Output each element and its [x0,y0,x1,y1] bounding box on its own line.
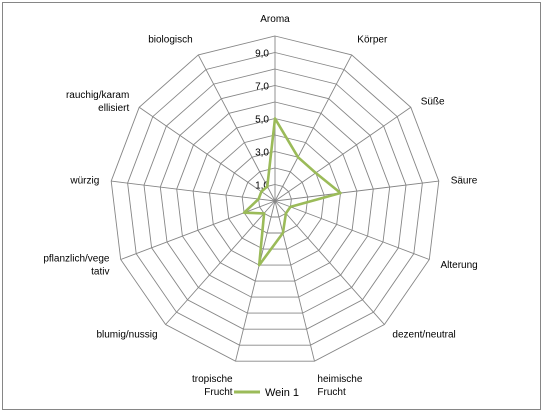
category-label-4: Säure [451,176,478,187]
tick-label-4: 7,0 [255,82,269,93]
grid-ring-2 [241,167,309,234]
category-label-1: Aroma [260,14,290,25]
data-point-8 [258,263,261,267]
data-point-9 [262,212,266,215]
spoke-11 [111,180,276,202]
data-point-4 [339,191,342,195]
tick-label-5: 9,0 [255,49,269,60]
data-point-1 [273,117,277,120]
data-point-7 [281,231,285,235]
tick-label-2: 3,0 [255,148,269,159]
grid-ring-3 [225,151,325,250]
category-label-9: blumig/nussig [96,330,157,341]
data-point-2 [296,156,300,159]
spoke-9 [165,200,276,325]
data-point-10 [242,211,246,214]
spoke-13 [197,54,276,202]
data-point-5 [289,205,292,209]
legend-label: Wein 1 [265,387,299,399]
grid-ring-9 [127,52,423,346]
grid-ring-4 [209,134,341,266]
spoke-4 [274,180,439,202]
data-point-12 [260,190,263,193]
grid-ring-8 [143,68,407,330]
category-label-5: Alterung [441,260,478,271]
category-label-13: biologisch [148,34,192,45]
tick-label-1: 1,0 [255,181,269,192]
category-label-12: rauchig/karam ellisiert [66,90,130,114]
spoke-2 [274,54,353,202]
data-point-11 [257,197,260,201]
category-label-3: Süße [421,97,445,108]
series-line-1 [242,117,342,267]
grid-ring-5 [192,118,358,282]
category-label-11: würzig [69,176,99,187]
data-point-13 [266,185,269,188]
spoke-8 [235,200,276,362]
grid-ring-10 [110,35,440,362]
spoke-5 [274,200,430,260]
category-label-6: dezent/neutral [392,330,455,341]
category-label-2: Körper [357,34,388,45]
data-point-6 [284,212,288,215]
spoke-10 [120,200,276,260]
spoke-7 [274,200,315,362]
grid-ring-7 [159,85,391,314]
category-label-10: pflanzlich/vege tativ [43,253,110,277]
category-label-8: tropische Frucht [192,374,233,398]
spoke-12 [138,106,276,202]
spoke-3 [274,106,412,202]
tick-label-3: 5,0 [255,115,269,126]
category-label-7: heimische Frucht [317,374,362,398]
grid-ring-6 [176,101,374,298]
data-point-3 [314,171,317,175]
spoke-6 [274,200,385,325]
